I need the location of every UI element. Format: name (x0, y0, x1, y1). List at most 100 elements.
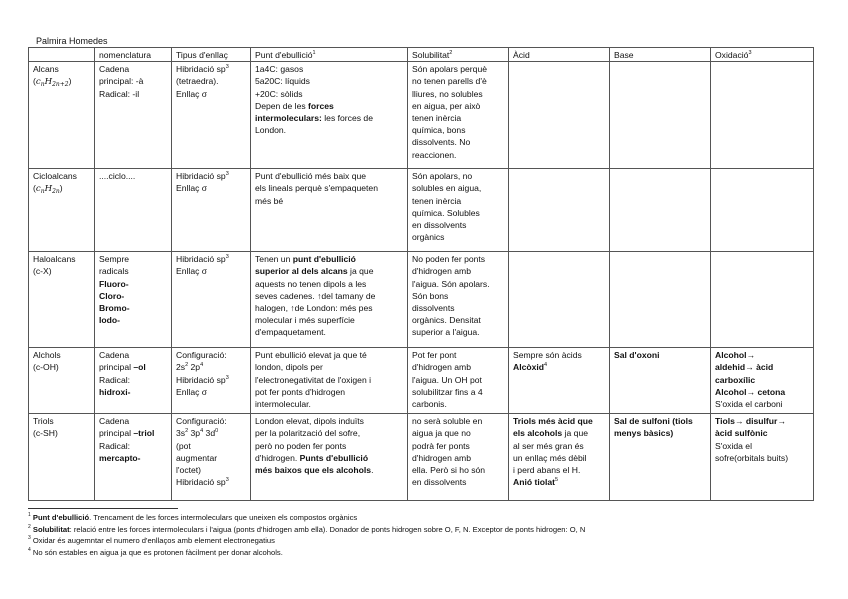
cell-line: london, dipols per (255, 361, 403, 373)
cell-line: principal –triol (99, 427, 167, 439)
text-run: S'oxida el carboni (715, 398, 783, 409)
italic-text: H (44, 77, 53, 88)
text-run: No són estables en aigua ja que es proto… (30, 547, 283, 557)
header-bond-type: Tipus d'enllaç (171, 46, 251, 63)
bold-text: punt d'ebullició (292, 254, 356, 265)
bold-text: Tiols→ disulfur→ (715, 416, 786, 427)
bold-text: forces (308, 100, 334, 111)
script-text: 3 (748, 50, 752, 56)
cell-line: Cicloalcans (33, 170, 90, 182)
cell-line: intermolecular. (255, 398, 403, 410)
cell-line: lliures, no solubles (412, 88, 504, 100)
cell-line: Hibridació sp3 (176, 253, 246, 265)
text-run: 3d (203, 428, 216, 439)
text-run: Triols (33, 416, 54, 427)
cell-line: Alcohol→ cetona (715, 386, 809, 398)
cell-line: Solubilitat2 (412, 49, 504, 61)
cell-line: ella. Però si ho són (412, 464, 504, 476)
cell-line: Alcans (33, 63, 90, 75)
cell-solubility: no serà soluble en aigua ja que no podrà f… (407, 413, 509, 502)
text-run: Punt d'ebullició (255, 50, 313, 60)
bold-text: intermoleculars: (255, 112, 322, 123)
script-text: 2 (185, 362, 189, 369)
cell-line: ....ciclo.... (99, 170, 167, 182)
text-run: ....ciclo.... (99, 171, 136, 182)
cell-group: Cicloalcans (cnH2n) (28, 168, 95, 253)
cell-line: Alcòxid4 (513, 361, 605, 373)
cell-line: Enllaç σ (176, 182, 246, 194)
cell-line: en aigua, per això (412, 100, 504, 112)
script-text: 3 (28, 535, 31, 542)
cell-line: Hibridació sp3 (176, 170, 246, 182)
table-row: Alcans (cnH2n+2) Cadena principal: -à Radica… (28, 61, 814, 170)
text-run: principal (99, 362, 134, 373)
text-run: 5a20C: líquids (255, 76, 310, 87)
text-run: Sempre (99, 254, 130, 265)
text-run: podrà fer ponts (412, 440, 470, 451)
cell-line: més baixos que els alcohols. (255, 464, 403, 476)
header-boiling-point: Punt d'ebullició1 (250, 46, 408, 63)
script-text: 4 (28, 546, 31, 553)
cell-line: Configuració: (176, 415, 246, 427)
cell-line: solubilitzar fins a 4 (412, 386, 504, 398)
script-text: n (40, 81, 45, 89)
cell-line: Sal d'oxoni (614, 349, 706, 361)
cell-line: intermoleculars: les forces de (255, 112, 403, 124)
text-run: per la polarització del sofre, (255, 428, 361, 439)
cell-line: Enllaç σ (176, 265, 246, 277)
text-run: tenen inèrcia (412, 195, 462, 206)
header-base: Base (609, 46, 711, 63)
cell-line: Punt d'ebullició més baix que (255, 170, 403, 182)
cell-line: (tetraedra). (176, 75, 246, 87)
text-run: en dissolvents (412, 219, 467, 230)
text-run: química, bons (412, 125, 466, 136)
text-run: Haloalcans (33, 254, 76, 265)
cell-line: menys bàsics) (614, 427, 706, 439)
text-run: Radical: (99, 374, 131, 385)
text-run: superior a l'aigua. (412, 327, 480, 338)
text-run: d'hidrogen amb (412, 362, 471, 373)
text-run: pot fer ponts d'hidrogen (255, 386, 346, 397)
cell-line: i perd abans el H. (513, 464, 605, 476)
text-run: nomenclatura (99, 50, 152, 60)
text-run: molecular i més superfície (255, 315, 355, 326)
text-run: seves cadenes. ↑del tamany de (255, 290, 376, 301)
bold-text: Iodo- (99, 315, 120, 326)
cell-line: Base (614, 49, 706, 61)
cell-line: mercapto- (99, 452, 167, 464)
text-run: Són bons (412, 290, 449, 301)
text-run: Hibridació sp (176, 171, 226, 182)
cell-line: d'hidrogen amb (412, 361, 504, 373)
cell-line: Radical: -il (99, 88, 167, 100)
script-text: 2n+2 (52, 81, 69, 89)
cell-line: superior a l'aigua. (412, 326, 504, 338)
footnote: 1 Punt d'ebullició. Trencament de les fo… (28, 512, 585, 524)
script-text: 4 (200, 362, 204, 369)
text-run: 3p (188, 428, 201, 439)
text-run: . (371, 464, 374, 475)
text-run: No poden fer ponts (412, 254, 486, 265)
text-run: (tetraedra). (176, 76, 219, 87)
text-run: 2s (176, 362, 186, 373)
cell-line: Tenen un punt d'ebullició (255, 253, 403, 265)
bold-text: Sal de sulfoni (tiols (614, 416, 693, 427)
text-run: carbonis. (412, 398, 447, 409)
cell-line: Alcohol→ (715, 349, 809, 361)
text-run: Cadena (99, 64, 130, 75)
cell-line: Cadena (99, 349, 167, 361)
cell-line: solubles en aigua, (412, 182, 504, 194)
text-run: dissolvents. No (412, 137, 471, 148)
text-run: d'hidrogen. (255, 452, 300, 463)
footnotes: 1 Punt d'ebullició. Trencament de les fo… (28, 512, 585, 558)
text-run: principal (99, 428, 134, 439)
cell-line: Hibridació sp3 (176, 63, 246, 75)
table-row: Alchols (c-OH) Cadena principal –ol Radical:… (28, 347, 814, 415)
cell-line: àcid sulfònic (715, 427, 809, 439)
cell-line: al ser més gran és (513, 440, 605, 452)
text-run: radicals (99, 266, 129, 277)
text-run: orgànics (412, 232, 445, 243)
cell-line: Enllaç σ (176, 88, 246, 100)
cell-base: Sal de sulfoni (tiols menys bàsics) (609, 413, 711, 502)
footnote-separator (28, 508, 178, 509)
cell-line: carboxílic (715, 374, 809, 386)
